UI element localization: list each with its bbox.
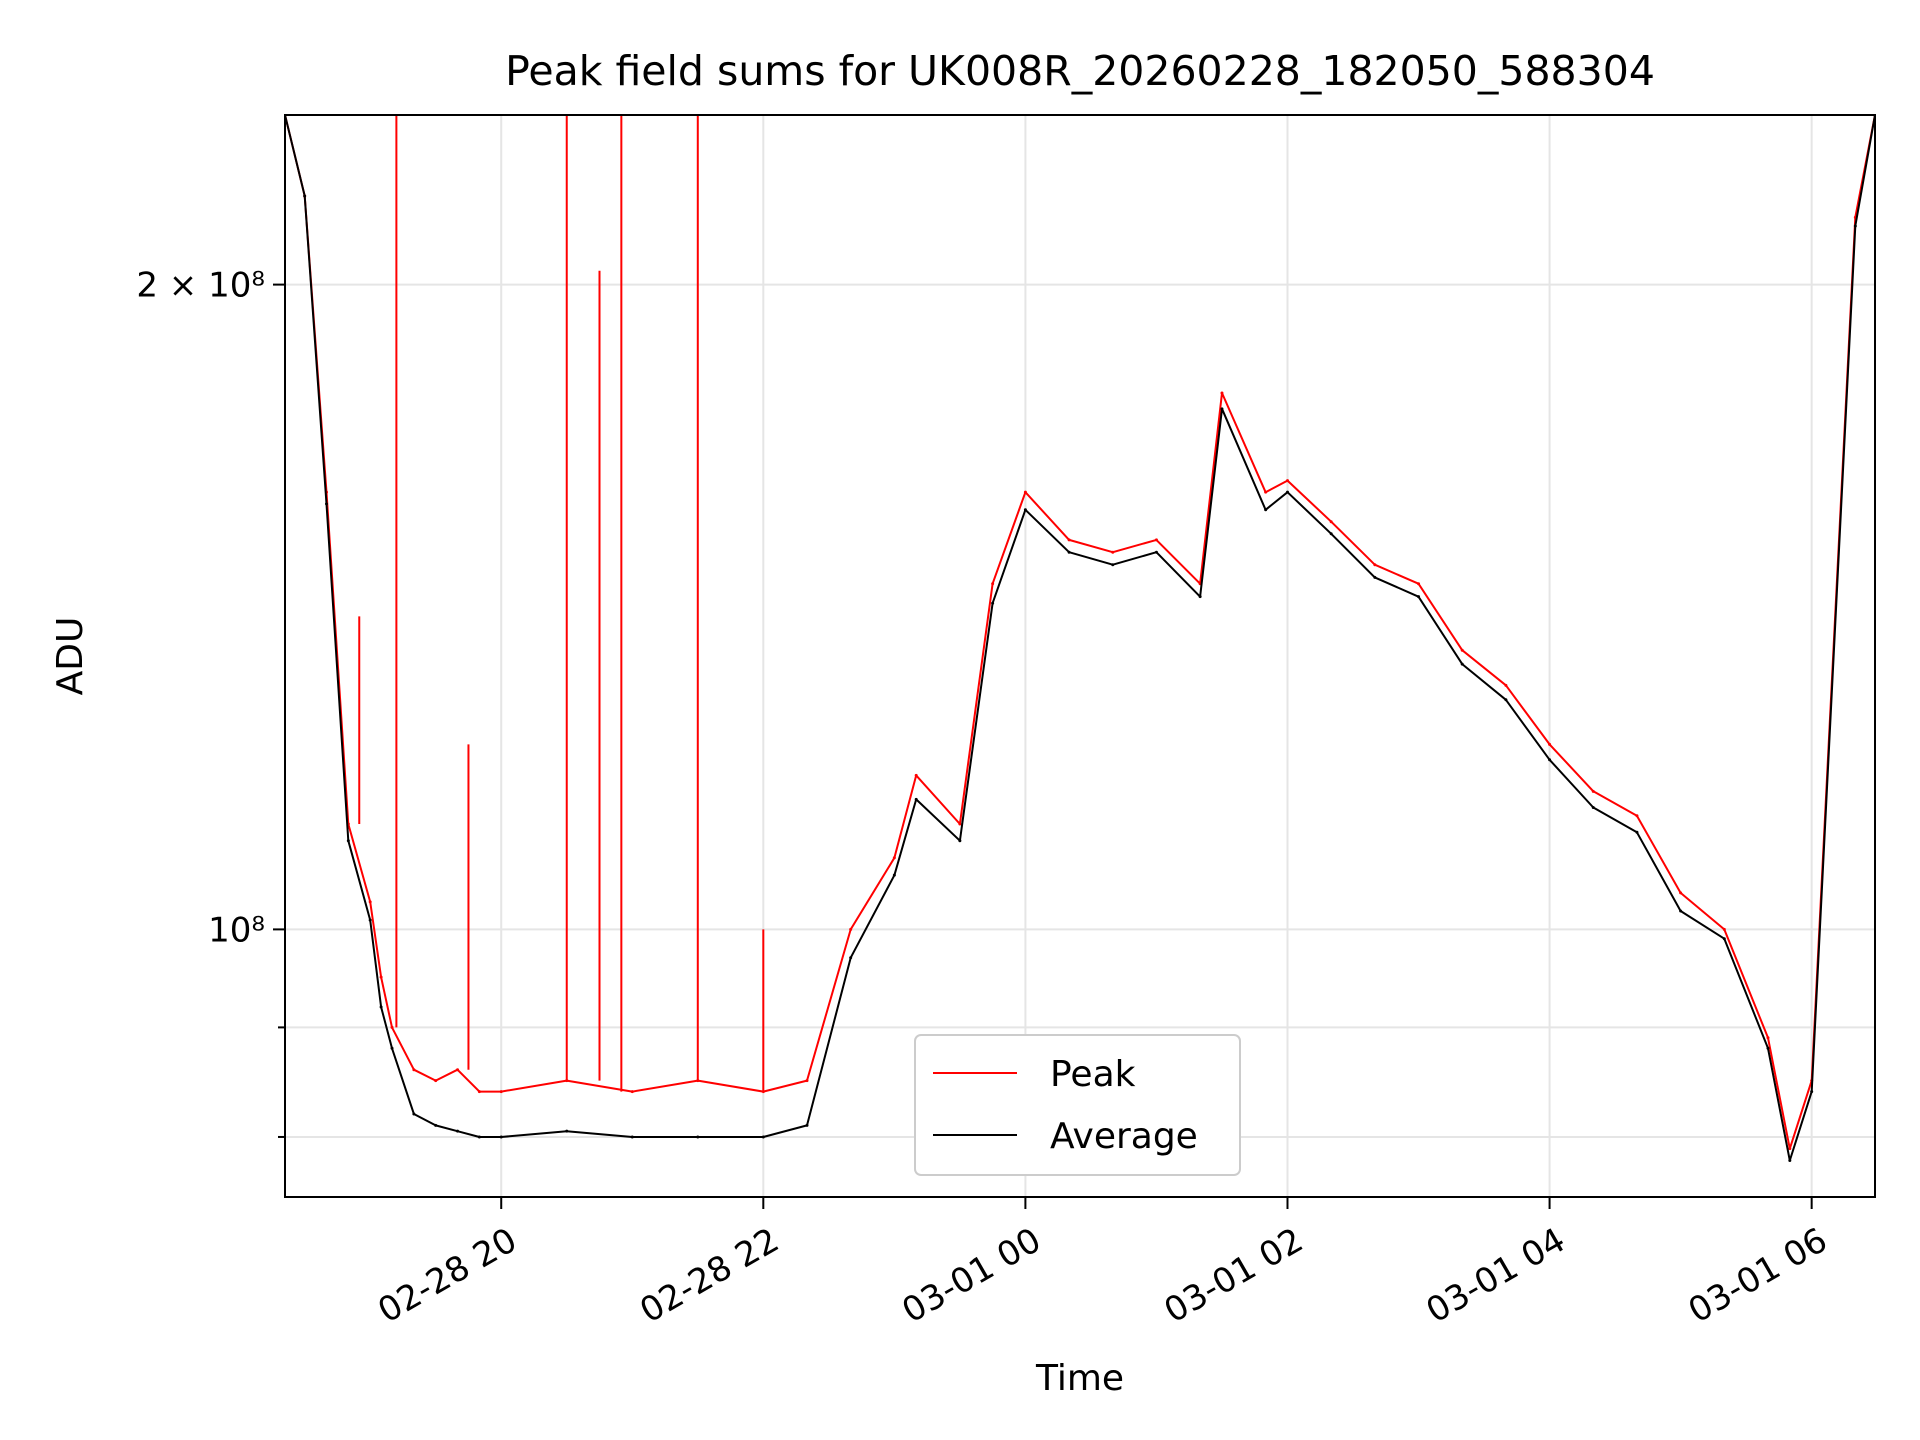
data-point-peak <box>630 1090 634 1094</box>
data-point-peak <box>477 1090 481 1094</box>
data-point-peak <box>892 856 896 860</box>
data-point-peak <box>1264 490 1268 494</box>
grid <box>285 115 1875 1197</box>
data-point-average <box>434 1123 438 1127</box>
data-point-peak <box>1417 582 1421 586</box>
data-point-peak <box>1766 1036 1770 1040</box>
data-point-peak <box>390 1025 394 1029</box>
data-point-average <box>1679 909 1683 913</box>
data-point-average <box>1853 224 1857 228</box>
data-point-average <box>1591 806 1595 810</box>
data-point-average <box>456 1129 460 1133</box>
data-point-average <box>1766 1046 1770 1050</box>
data-point-peak <box>1220 391 1224 395</box>
data-point-peak <box>368 900 372 904</box>
data-point-average <box>1264 508 1268 512</box>
data-point-average <box>630 1135 634 1139</box>
y-tick-label: 10⁸ <box>208 910 265 950</box>
data-point-average <box>368 918 372 922</box>
data-point-peak <box>1067 538 1071 542</box>
data-point-average <box>1198 595 1202 599</box>
legend-label-peak: Peak <box>1050 1054 1136 1095</box>
x-axis-title: Time <box>1035 1358 1124 1399</box>
data-point-average <box>958 839 962 843</box>
data-point-average <box>1722 937 1726 941</box>
data-point-peak <box>805 1079 809 1083</box>
data-point-peak <box>1373 563 1377 567</box>
data-point-average <box>892 873 896 877</box>
data-point-average <box>499 1135 503 1139</box>
data-point-peak <box>1548 742 1552 746</box>
data-point-average <box>1111 563 1115 567</box>
data-point-average <box>1635 830 1639 834</box>
data-point-average <box>303 194 307 198</box>
chart-title: Peak field sums for UK008R_20260228_1820… <box>505 47 1655 95</box>
data-point-peak <box>379 975 383 979</box>
data-point-average <box>477 1135 481 1139</box>
data-point-average <box>565 1129 569 1133</box>
data-point-average <box>1460 662 1464 666</box>
data-point-average <box>1373 575 1377 579</box>
data-point-peak <box>958 822 962 826</box>
data-point-peak <box>1635 814 1639 818</box>
data-point-average <box>1417 595 1421 599</box>
data-point-average <box>849 956 853 960</box>
data-point-peak <box>1329 520 1333 524</box>
data-point-average <box>805 1123 809 1127</box>
data-point-peak <box>1460 648 1464 652</box>
data-point-peak <box>1285 479 1289 483</box>
data-point-peak <box>434 1079 438 1083</box>
data-point-average <box>1220 407 1224 411</box>
y-tick-label: 2 × 10⁸ <box>136 266 265 306</box>
data-point-peak <box>991 582 995 586</box>
y-axis-title: ADU <box>50 617 91 696</box>
data-point-average <box>390 1046 394 1050</box>
data-point-peak <box>1788 1147 1792 1151</box>
data-point-average <box>1023 508 1027 512</box>
data-point-average <box>379 1005 383 1009</box>
data-point-average <box>324 502 328 506</box>
series-group <box>285 115 1875 1163</box>
data-point-average <box>346 839 350 843</box>
data-point-peak <box>1023 490 1027 494</box>
data-point-average <box>1788 1159 1792 1163</box>
legend-label-average: Average <box>1050 1116 1198 1157</box>
legend-box <box>914 1034 1241 1176</box>
data-point-peak <box>1591 789 1595 793</box>
legend: Peak Average <box>914 1034 1241 1176</box>
plot-series <box>285 115 1875 1163</box>
data-point-average <box>1285 490 1289 494</box>
data-point-average <box>412 1112 416 1116</box>
data-point-average <box>1504 698 1508 702</box>
plot-frame <box>284 114 1876 1198</box>
data-point-peak <box>914 773 918 777</box>
data-point-peak <box>456 1068 460 1072</box>
data-point-peak <box>499 1090 503 1094</box>
data-point-average <box>1154 550 1158 554</box>
data-point-peak <box>1111 550 1115 554</box>
data-point-peak <box>849 927 853 931</box>
data-point-average <box>1067 550 1071 554</box>
data-point-average <box>1329 532 1333 536</box>
data-point-average <box>761 1135 765 1139</box>
data-point-peak <box>412 1068 416 1072</box>
data-point-peak <box>1504 683 1508 687</box>
data-point-average <box>1548 758 1552 762</box>
data-point-peak <box>1154 538 1158 542</box>
data-point-average <box>1810 1090 1814 1094</box>
data-point-average <box>991 601 995 605</box>
data-point-peak <box>1722 927 1726 931</box>
data-point-average <box>696 1135 700 1139</box>
data-point-average <box>914 797 918 801</box>
data-point-peak <box>1679 891 1683 895</box>
